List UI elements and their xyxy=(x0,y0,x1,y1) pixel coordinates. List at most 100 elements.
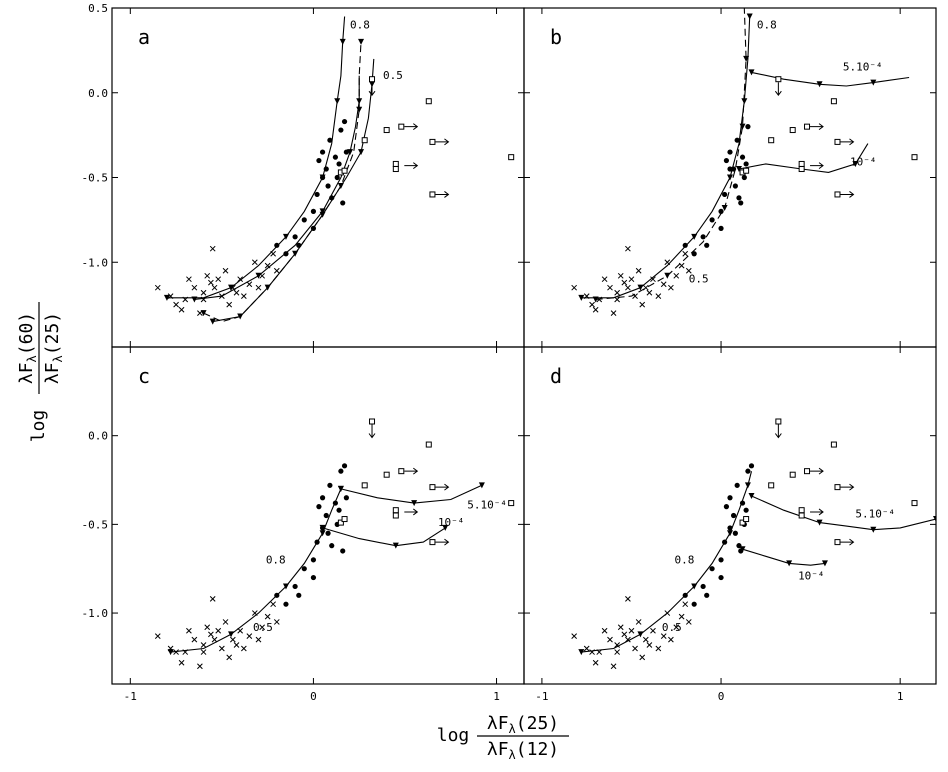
curve-marker xyxy=(358,38,365,45)
dot-point xyxy=(325,530,331,536)
square-point xyxy=(798,507,805,514)
cross-stroke xyxy=(614,296,621,303)
cross-stroke xyxy=(655,293,662,300)
dot-point xyxy=(741,174,747,181)
lower-limit-arrow xyxy=(404,508,419,516)
cross-stroke xyxy=(571,284,578,291)
lower-limit-arrow xyxy=(404,123,419,131)
square-point xyxy=(798,512,805,519)
cross-stroke xyxy=(173,301,179,308)
dot-point xyxy=(748,463,755,469)
curve-annotation: 10⁻⁴ xyxy=(798,569,825,582)
y-tick-label: -1.0 xyxy=(82,607,109,620)
cross-point xyxy=(589,649,595,655)
cross-point xyxy=(211,284,218,291)
square-point xyxy=(398,468,405,475)
dot-point xyxy=(723,504,730,510)
lower-limit-arrow xyxy=(810,467,824,475)
x-tick-label: -1 xyxy=(124,690,137,703)
cross-point xyxy=(229,284,236,291)
cross-stroke xyxy=(264,262,271,269)
cross-point xyxy=(592,659,599,666)
cross-point xyxy=(182,649,189,655)
lower-limit-arrow xyxy=(840,483,855,491)
cross-stroke xyxy=(178,659,185,666)
square-point xyxy=(383,471,390,478)
cross-point xyxy=(673,624,680,631)
cross-stroke xyxy=(650,627,656,634)
dot-point xyxy=(332,500,338,506)
cross-stroke xyxy=(182,296,189,303)
square-point xyxy=(768,482,775,489)
cross-point xyxy=(167,645,174,652)
cross-point xyxy=(204,272,211,279)
cross-point xyxy=(678,262,685,269)
lower-limit-arrow xyxy=(840,538,855,546)
cross-point xyxy=(222,619,229,625)
curve-annotation: 10⁻⁴ xyxy=(438,516,465,529)
curve-marker xyxy=(319,211,326,218)
cross-stroke xyxy=(646,642,653,648)
x-axis-label: log λFλ(25) λFλ(12) xyxy=(437,713,569,762)
dot-point xyxy=(329,543,335,549)
cross-point xyxy=(215,276,222,283)
panel-plot-area: 0.8 0.5 xyxy=(154,16,515,325)
dot-point xyxy=(745,468,751,474)
curve-marker xyxy=(870,79,877,86)
square-point xyxy=(830,98,837,105)
lower-limit-arrow xyxy=(840,138,855,146)
cross-point xyxy=(625,636,631,643)
cross-point xyxy=(614,649,621,655)
cross-point xyxy=(273,267,280,274)
cross-point xyxy=(571,284,578,291)
cross-point xyxy=(246,281,253,288)
lower-limit-arrow xyxy=(810,508,824,516)
cross-point xyxy=(571,633,578,639)
dot-point xyxy=(343,495,349,501)
curve-marker xyxy=(664,272,671,279)
cross-stroke xyxy=(614,642,621,648)
dot-point xyxy=(734,137,740,143)
cross-point xyxy=(596,296,603,303)
cross-point xyxy=(237,276,244,283)
lower-limit-arrow xyxy=(810,162,824,170)
panel-label: c xyxy=(138,364,150,388)
cross-stroke xyxy=(259,624,266,631)
cross-stroke xyxy=(635,619,642,625)
cross-stroke xyxy=(200,642,207,648)
cross-point xyxy=(685,619,692,625)
cross-stroke xyxy=(191,284,198,291)
cross-point xyxy=(197,310,203,316)
cross-stroke xyxy=(222,267,229,274)
cross-stroke xyxy=(682,250,689,257)
x-tick-label: 0 xyxy=(310,690,317,703)
dot-point xyxy=(332,154,338,160)
cross-stroke xyxy=(233,642,240,648)
cross-point xyxy=(650,627,656,634)
cross-stroke xyxy=(208,279,214,286)
square-point xyxy=(834,138,841,145)
cross-stroke xyxy=(204,272,211,279)
curve-marker xyxy=(786,560,793,567)
square-point xyxy=(911,500,918,507)
cross-point xyxy=(208,631,214,638)
cross-stroke xyxy=(251,259,258,266)
cross-point xyxy=(625,284,631,291)
cross-stroke xyxy=(209,596,216,602)
cross-point xyxy=(664,259,671,266)
curve-marker xyxy=(739,123,746,130)
dot-point xyxy=(301,566,307,572)
dot-point xyxy=(732,530,738,536)
curve-annotation: 10⁻⁴ xyxy=(850,156,877,169)
panels-layer: 0.50.0-0.5-1.0a0.80.5b0.85.10⁻⁴10⁻⁴0.5-1… xyxy=(82,2,937,703)
cross-stroke xyxy=(660,633,667,639)
dot-point xyxy=(743,507,749,513)
dot-point xyxy=(274,592,280,598)
dot-point xyxy=(292,234,298,240)
cross-point xyxy=(628,276,635,283)
curve-annotation: 0.5 xyxy=(253,621,273,634)
dot-point xyxy=(310,557,317,563)
square-point xyxy=(834,191,841,198)
dot-point xyxy=(283,251,289,257)
